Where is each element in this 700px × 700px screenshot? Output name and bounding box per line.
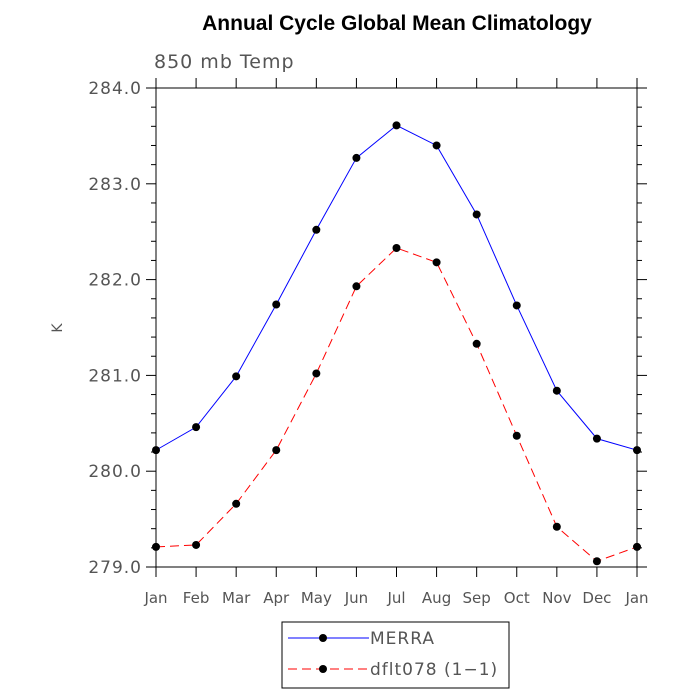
data-point (512, 431, 521, 440)
x-tick-label: Sep (463, 589, 491, 607)
legend-marker (319, 634, 327, 642)
series-line (155, 124, 638, 451)
x-axis-ticks: Jan Feb Mar Apr May Jun Jul Aug Sep Oct Nov Dec Jan (143, 78, 649, 607)
legend-label: MERRA (370, 629, 435, 649)
data-point (192, 423, 201, 432)
x-tick-label: Dec (582, 589, 611, 607)
data-point (232, 372, 241, 381)
x-tick-label: Jan (624, 589, 648, 607)
series-layer (152, 121, 641, 566)
data-point (432, 141, 441, 150)
data-point (472, 210, 481, 219)
data-point (272, 446, 281, 455)
data-point (312, 369, 321, 378)
x-tick-label: Jul (386, 589, 405, 607)
data-point (472, 339, 481, 348)
data-point (272, 300, 281, 309)
legend-label: dflt078 (1−1) (370, 660, 498, 680)
data-point (152, 446, 160, 455)
data-point (512, 301, 521, 310)
x-tick-label: Oct (504, 589, 530, 607)
data-point (232, 499, 241, 508)
chart-title: Annual Cycle Global Mean Climatology (202, 12, 592, 35)
chart-subtitle: 850 mb Temp (154, 51, 295, 73)
x-tick-label: May (301, 589, 332, 607)
legend-marker (319, 665, 327, 673)
series-2 (152, 243, 641, 566)
data-point (352, 282, 361, 291)
data-point (633, 542, 641, 551)
data-point (633, 446, 641, 455)
data-point (152, 542, 160, 551)
x-tick-label: Jan (143, 589, 167, 607)
data-point (392, 243, 401, 252)
data-point (312, 225, 321, 234)
y-tick-label: 283.0 (88, 175, 142, 195)
legend: MERRA dflt078 (1−1) (281, 621, 510, 689)
data-point (552, 522, 561, 531)
y-axis-label: K (50, 323, 66, 333)
x-tick-label: Apr (263, 589, 290, 607)
y-axis-ticks: 279.0 280.0 281.0 282.0 283.0 284.0 (88, 79, 647, 578)
plot-frame (155, 87, 638, 568)
series-line (155, 247, 638, 562)
data-point (592, 557, 601, 566)
x-tick-label: Mar (222, 589, 251, 607)
x-tick-label: Aug (422, 589, 451, 607)
x-tick-label: Feb (183, 589, 210, 607)
y-tick-label: 281.0 (88, 366, 142, 386)
data-point (592, 434, 601, 443)
legend-box (281, 621, 510, 689)
x-tick-label: Jun (344, 589, 368, 607)
data-point (552, 386, 561, 395)
y-tick-label: 280.0 (88, 462, 142, 482)
data-point (392, 121, 401, 130)
data-point (192, 540, 201, 549)
y-tick-label: 279.0 (88, 558, 142, 578)
y-tick-label: 282.0 (88, 271, 142, 291)
x-tick-label: Nov (542, 589, 571, 607)
series-1 (152, 121, 641, 455)
y-tick-label: 284.0 (88, 79, 142, 99)
data-point (352, 153, 361, 162)
data-point (432, 258, 441, 267)
